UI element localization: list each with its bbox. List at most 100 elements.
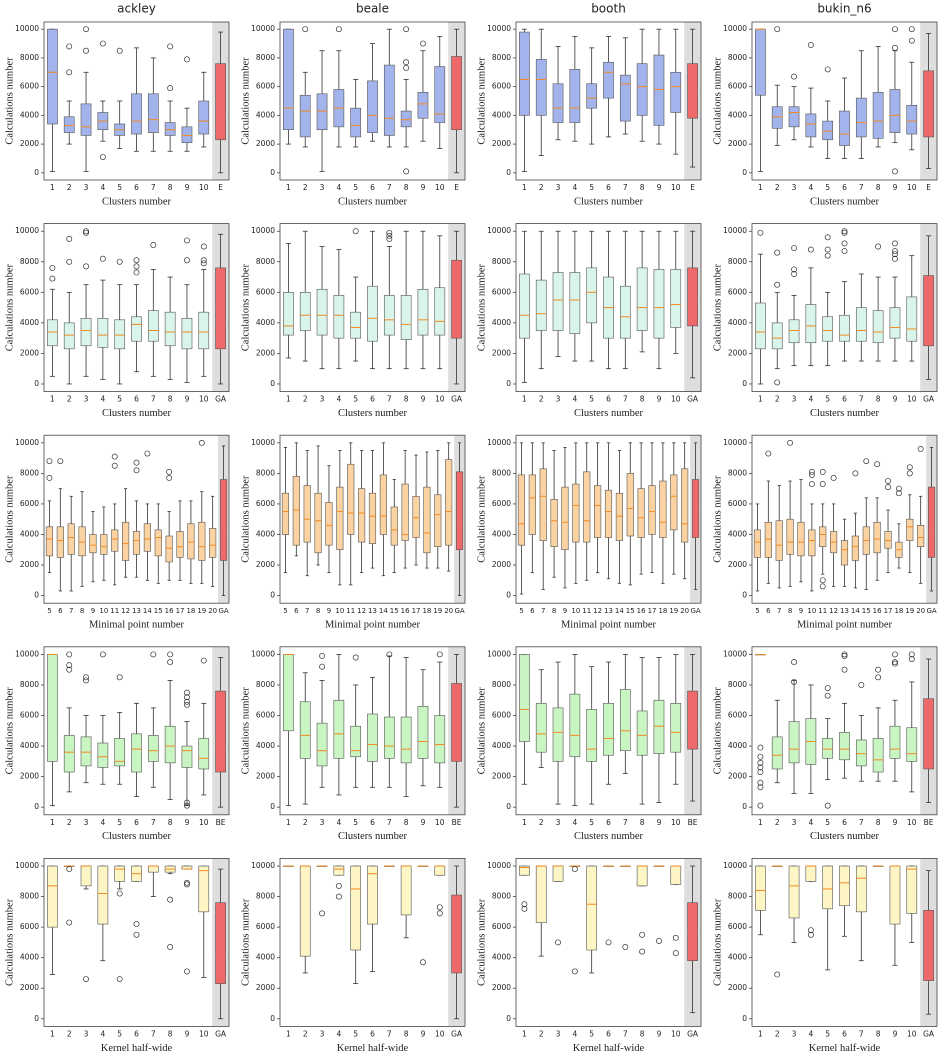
flier [83,229,89,236]
x-tick-label: 1 [286,818,291,827]
x-tick-label: GA [926,607,936,615]
y-tick-label: 10000 [487,24,511,33]
flier [875,666,882,673]
box [434,715,446,764]
x-tick-label: 9 [91,607,95,615]
x-tick-label: 8 [168,183,173,192]
flier [116,47,123,54]
flier [83,976,89,983]
flier [167,944,174,950]
box [367,80,378,133]
x-tick-label: 8 [168,395,173,404]
plot-frame [515,858,702,1027]
x-tick-label: 4 [572,1029,577,1038]
x-tick-label: 5 [353,183,358,192]
flier [83,228,89,235]
flier [116,976,123,983]
x-tick-label: 5 [589,395,594,404]
x-tick-label: 6 [842,395,847,404]
box [822,316,834,342]
box [884,531,892,549]
y-tick-label: 8000 [728,53,747,62]
y-tick-label: 8000 [20,892,39,901]
x-axis-label: Clusters number [338,196,408,207]
box [417,288,429,336]
x-tick-label: 5 [117,395,122,404]
box [131,93,142,135]
flier [335,882,342,889]
box [281,492,290,535]
plot-frame [279,21,466,181]
x-tick-label: 5 [117,818,122,827]
box [283,292,294,336]
flier [436,910,443,917]
flier [841,228,848,235]
x-tick-label: 4 [336,818,341,827]
flier [166,475,173,481]
flier [765,450,772,457]
flier [99,154,106,160]
x-tick-label: 6 [842,1029,847,1038]
flier [875,674,882,681]
x-tick-label: 5 [589,183,594,192]
y-axis-label: Calculations number [712,687,723,775]
flier [787,439,794,446]
box [314,492,322,554]
box [131,316,142,342]
flier [420,40,426,47]
box [379,474,387,535]
flier [111,453,118,460]
box [367,713,378,762]
x-tick-label: 6 [370,818,375,827]
x-tick-label: 7 [859,1029,864,1038]
x-tick-label: 11 [110,607,119,615]
x-tick-label: E [454,183,459,192]
y-tick-label: 8000 [492,680,511,689]
flier [824,802,831,809]
flier [184,694,190,701]
x-tick-label: 3 [556,818,561,827]
x-axis-label: Clusters number [810,831,880,842]
x-tick-label: GA [687,1029,699,1038]
plot-frame [43,223,230,393]
x-axis-label: Clusters number [338,831,408,842]
y-tick-label: 0 [270,591,275,600]
box [215,267,226,350]
box [198,521,206,561]
x-tick-label: 5 [283,607,287,615]
y-tick-label: 8000 [256,468,275,477]
y-tick-label: 10000 [15,861,39,870]
flier [824,252,831,259]
box [519,273,530,339]
x-tick-label: GA [215,1029,227,1038]
x-tick-label: 8 [80,607,84,615]
x-tick-label: 13 [368,607,377,615]
y-tick-label: 10000 [723,438,747,447]
flier [672,950,679,957]
box [615,492,623,541]
x-tick-label: 1 [522,395,527,404]
box [517,474,526,546]
x-tick-label: 1 [286,183,291,192]
box [400,865,412,916]
x-tick-label: 4 [336,395,341,404]
flier [167,659,174,666]
box [805,865,817,882]
box [840,540,849,566]
box [325,502,333,546]
flier [319,663,325,670]
flier [830,475,837,481]
x-tick-label: 3 [84,395,89,404]
plot-frame [751,646,938,816]
x-tick-label: 9 [893,183,898,192]
flier [757,802,764,809]
box [539,468,547,541]
x-tick-label: 10 [571,607,580,615]
flier [908,37,915,44]
x-tick-label: 10 [435,1029,445,1038]
x-tick-label: 9 [657,818,662,827]
box [347,463,355,535]
y-tick-label: 4000 [492,529,511,538]
y-axis-label: Calculations number [476,475,487,563]
x-tick-label: 7 [623,1029,628,1038]
